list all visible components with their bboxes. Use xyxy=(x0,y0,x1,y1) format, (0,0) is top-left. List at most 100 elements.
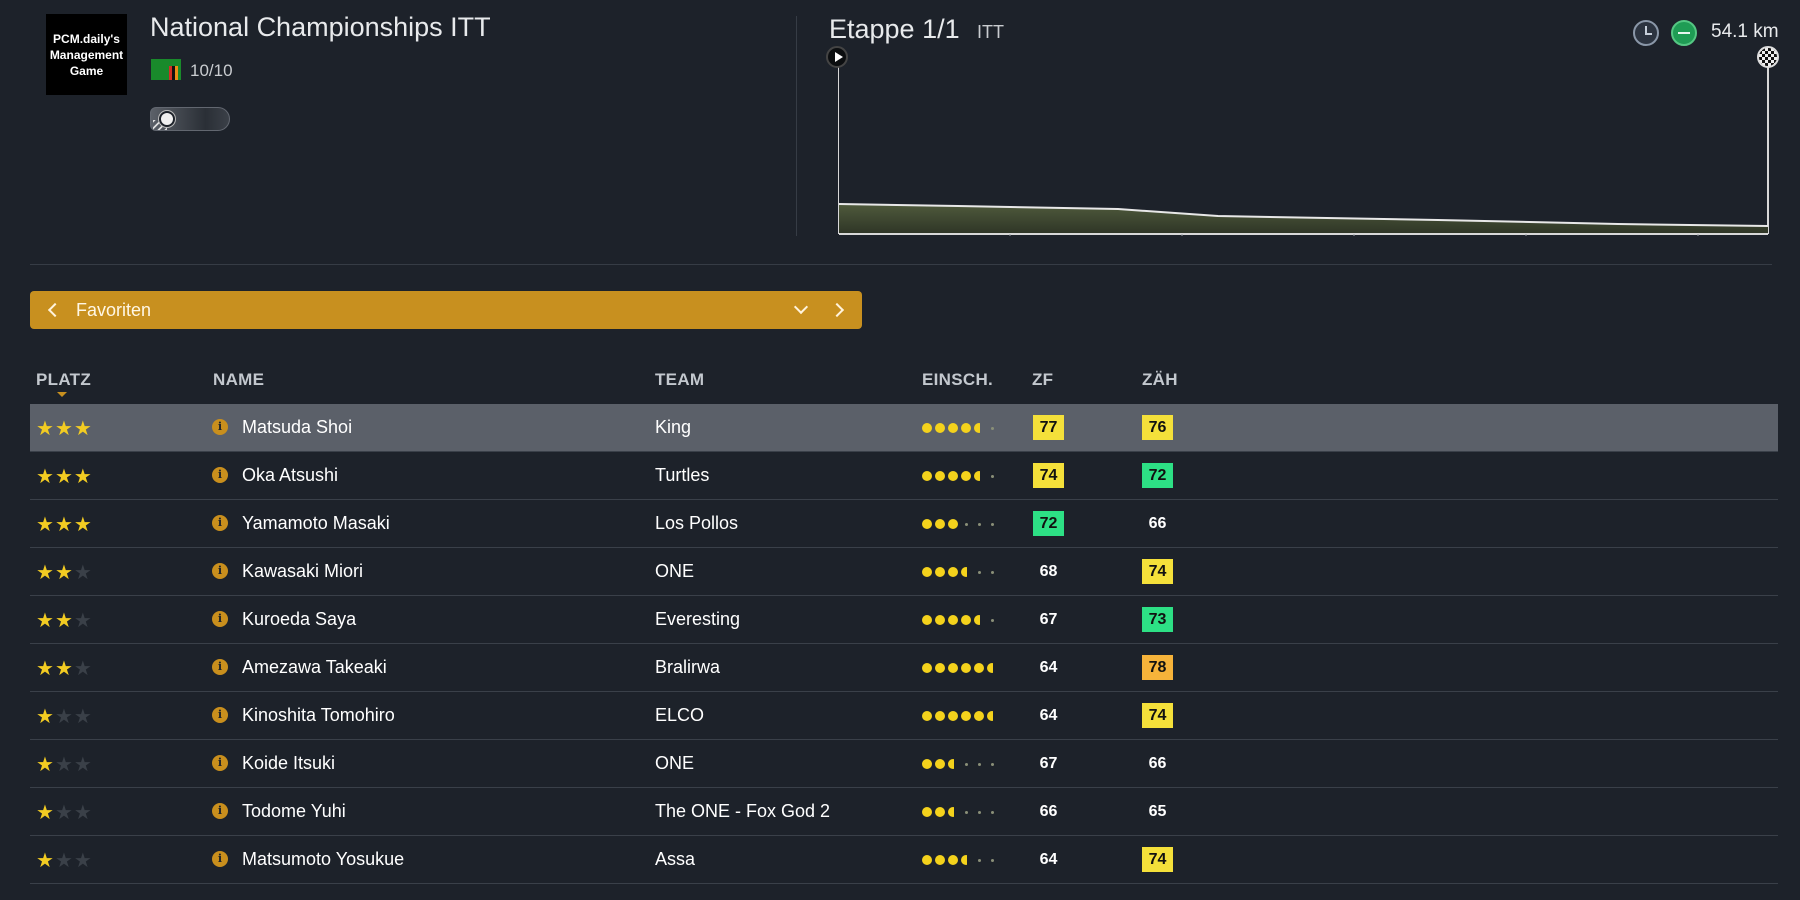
star-icon: ★ xyxy=(54,706,74,728)
flat-terrain-icon xyxy=(1671,20,1697,46)
fitness-dot xyxy=(978,859,981,862)
rider-team: King xyxy=(655,417,692,437)
rider-name[interactable]: Matsuda Shoi xyxy=(242,417,353,437)
rider-name[interactable]: Yamamoto Masaki xyxy=(242,513,390,533)
column-header-zf[interactable]: ZF xyxy=(1032,370,1054,389)
zah-value: 76 xyxy=(1142,415,1173,440)
star-icon: ★ xyxy=(54,754,74,776)
table-row[interactable]: ★★★ i Oka Atsushi Turtles 74 72 xyxy=(30,452,1778,500)
info-icon[interactable]: i xyxy=(212,803,228,819)
info-icon[interactable]: i xyxy=(212,563,228,579)
rating-stars: ★★★ xyxy=(36,656,93,681)
fitness-indicator xyxy=(922,423,1002,433)
game-logo: PCM.daily's Management Game xyxy=(46,14,127,95)
table-row[interactable]: ★★★ i Kuroeda Saya Everesting 67 73 xyxy=(30,596,1778,644)
column-header-platz[interactable]: PLATZ xyxy=(36,370,92,389)
fitness-dot xyxy=(922,567,932,577)
rider-name[interactable]: Koide Itsuki xyxy=(242,753,336,773)
stage-title: Etappe 1/1 xyxy=(829,14,960,44)
info-icon[interactable]: i xyxy=(212,707,228,723)
info-icon[interactable]: i xyxy=(212,659,228,675)
info-icon[interactable]: i xyxy=(212,611,228,627)
info-icon[interactable]: i xyxy=(212,419,228,435)
chevron-down-icon[interactable] xyxy=(790,298,812,320)
logo-line-2: Management xyxy=(49,47,124,62)
fitness-dot xyxy=(922,759,932,769)
zah-value: 73 xyxy=(1142,607,1173,632)
fitness-dot xyxy=(935,423,945,433)
star-icon: ★ xyxy=(36,514,55,536)
rider-name[interactable]: Kawasaki Miori xyxy=(242,561,364,581)
rider-team: Everesting xyxy=(655,609,741,629)
stage-distance: 54.1 km xyxy=(1711,21,1779,42)
rider-name[interactable]: Kinoshita Tomohiro xyxy=(242,705,395,725)
star-icon: ★ xyxy=(36,610,55,632)
rider-name[interactable]: Oka Atsushi xyxy=(242,465,339,485)
zah-value: 72 xyxy=(1142,463,1173,488)
star-icon: ★ xyxy=(73,850,93,872)
zah-value: 74 xyxy=(1142,847,1173,872)
fitness-dot xyxy=(991,427,994,430)
star-icon: ★ xyxy=(73,466,93,488)
fitness-dot xyxy=(974,711,984,721)
star-icon: ★ xyxy=(36,562,55,584)
table-row[interactable]: ★★★ i Kinoshita Tomohiro ELCO 64 74 xyxy=(30,692,1778,740)
table-row[interactable]: ★★★ i Todome Yuhi The ONE - Fox God 2 66 65 xyxy=(30,788,1778,836)
table-row[interactable]: ★★★ i Kawasaki Miori ONE 68 74 xyxy=(30,548,1778,596)
table-row[interactable]: ★★★ i Matsumoto Yosukue Assa 64 74 xyxy=(30,836,1778,884)
info-icon[interactable]: i xyxy=(212,515,228,531)
zf-value: 66 xyxy=(1039,803,1058,820)
rider-name[interactable]: Todome Yuhi xyxy=(242,801,346,821)
fitness-dot xyxy=(948,711,958,721)
fitness-dot xyxy=(987,663,997,673)
chevron-left-icon[interactable] xyxy=(42,300,62,320)
fitness-dot xyxy=(987,711,997,721)
fitness-dot xyxy=(961,423,971,433)
fitness-dot xyxy=(935,615,945,625)
column-header-einsch[interactable]: EINSCH. xyxy=(922,370,994,389)
rating-stars: ★★★ xyxy=(36,560,93,585)
zf-value: 72 xyxy=(1033,511,1064,536)
race-class: 10/10 xyxy=(190,61,233,80)
filter-selector[interactable]: Favoriten xyxy=(30,291,862,329)
fitness-dot xyxy=(935,807,945,817)
rider-name[interactable]: Matsumoto Yosukue xyxy=(242,849,405,869)
info-icon[interactable]: i xyxy=(212,851,228,867)
table-row[interactable]: ★★★ i Yamamoto Masaki Los Pollos 72 66 xyxy=(30,500,1778,548)
fitness-dot xyxy=(991,523,994,526)
zf-value: 74 xyxy=(1033,463,1064,488)
star-icon: ★ xyxy=(54,514,74,536)
star-icon: ★ xyxy=(36,418,55,440)
fitness-dot xyxy=(991,763,994,766)
chevron-right-icon[interactable] xyxy=(830,300,850,320)
rider-name[interactable]: Amezawa Takeaki xyxy=(242,657,387,677)
zf-value: 64 xyxy=(1039,659,1058,676)
rider-name[interactable]: Kuroeda Saya xyxy=(242,609,357,629)
star-icon: ★ xyxy=(73,418,93,440)
star-icon: ★ xyxy=(54,802,74,824)
fitness-dot xyxy=(935,855,945,865)
fitness-dot xyxy=(935,711,945,721)
fitness-dot xyxy=(948,615,958,625)
rating-stars: ★★★ xyxy=(36,800,93,825)
fitness-indicator xyxy=(922,759,1002,769)
column-header-name[interactable]: NAME xyxy=(213,370,265,389)
table-row[interactable]: ★★★ i Koide Itsuki ONE 67 66 xyxy=(30,740,1778,788)
table-row[interactable]: ★★★ i Amezawa Takeaki Bralirwa 64 78 xyxy=(30,644,1778,692)
info-icon[interactable]: i xyxy=(212,467,228,483)
fitness-indicator xyxy=(922,855,1002,865)
stage-type: ITT xyxy=(977,22,1004,42)
star-icon: ★ xyxy=(54,610,74,632)
star-icon: ★ xyxy=(36,754,55,776)
zah-value: 65 xyxy=(1148,803,1167,820)
star-icon: ★ xyxy=(36,466,55,488)
fitness-indicator xyxy=(922,567,1002,577)
filter-label: Favoriten xyxy=(76,300,152,320)
table-row[interactable]: ★★★ i Matsuda Shoi King 77 76 xyxy=(30,404,1778,452)
column-header-zah[interactable]: ZÄH xyxy=(1142,370,1178,389)
race-title: National Championships ITT xyxy=(150,12,491,42)
column-header-team[interactable]: TEAM xyxy=(655,370,705,389)
fitness-dot xyxy=(978,763,981,766)
info-icon[interactable]: i xyxy=(212,755,228,771)
fitness-dot xyxy=(948,807,958,817)
